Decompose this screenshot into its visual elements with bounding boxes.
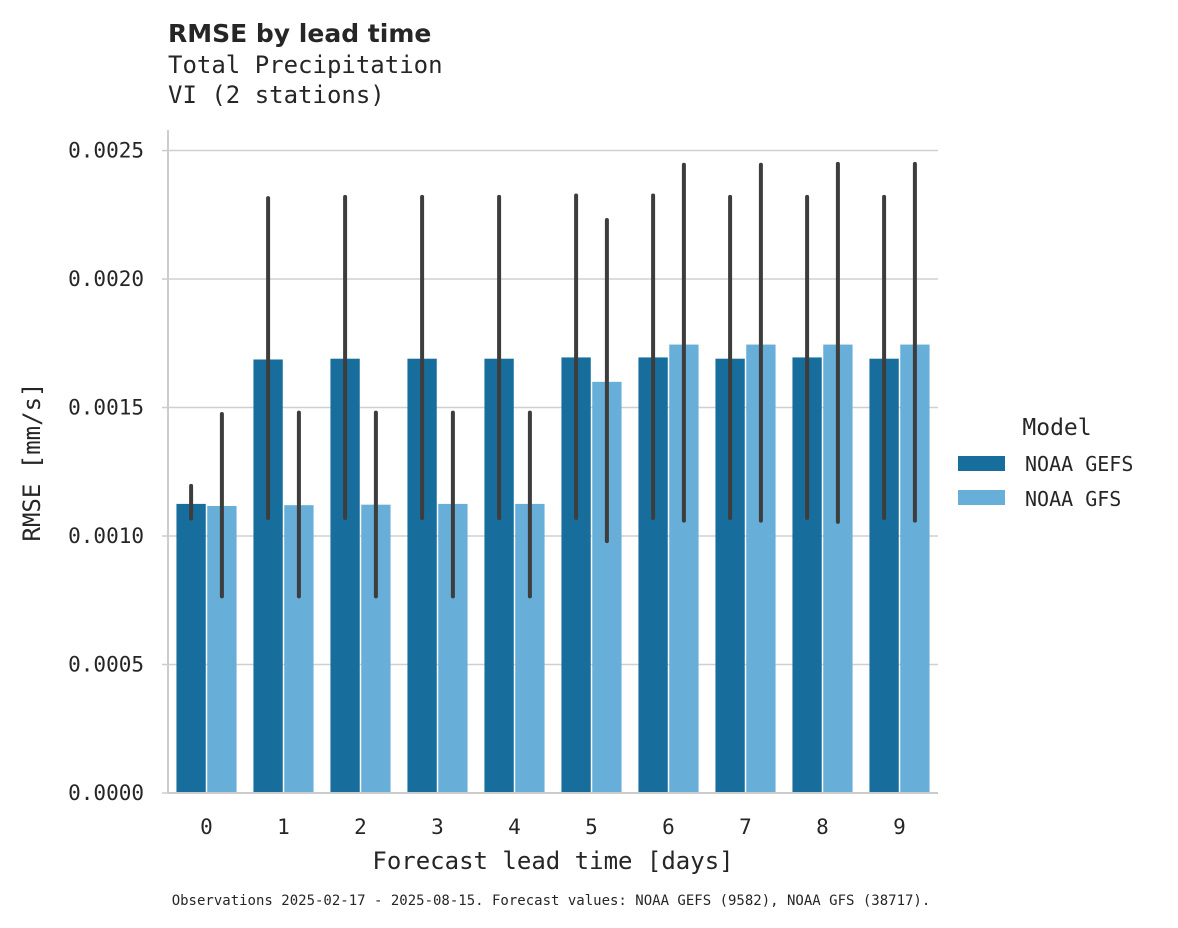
x-tick-label: 3: [431, 815, 444, 839]
y-axis-label: RMSE [mm/s]: [18, 383, 46, 542]
y-tick-labels: 0.0000 0.0005 0.0010 0.0015 0.0020 0.0025: [68, 139, 168, 805]
legend-swatch-noaa-gefs: [958, 456, 1005, 471]
legend: Model NOAA GEFS NOAA GFS: [958, 415, 1133, 511]
bars: [176, 344, 930, 793]
chart-subtitle-line-2: VI (2 stations): [168, 81, 385, 109]
x-tick-label: 8: [816, 815, 829, 839]
legend-swatch-noaa-gfs: [958, 490, 1005, 505]
y-tick-label: 0.0000: [68, 781, 144, 805]
y-tick-label: 0.0010: [68, 524, 144, 548]
x-tick-label: 0: [200, 815, 213, 839]
x-tick-label: 9: [893, 815, 906, 839]
y-gridlines: [168, 149, 938, 666]
x-axis-label: Forecast lead time [days]: [372, 847, 733, 875]
legend-label-noaa-gefs: NOAA GEFS: [1025, 452, 1133, 476]
y-tick-label: 0.0015: [68, 396, 144, 420]
chart-subtitle-line-1: Total Precipitation: [168, 51, 443, 79]
x-tick-label: 7: [739, 815, 752, 839]
error-bars: [189, 161, 917, 599]
legend-label-noaa-gfs: NOAA GFS: [1025, 487, 1121, 511]
y-tick-label: 0.0020: [68, 267, 144, 291]
x-tick-label: 5: [585, 815, 598, 839]
x-tick-labels: 0 1 2 3 4 5 6 7 8 9: [200, 815, 906, 839]
legend-title: Model: [1022, 415, 1091, 441]
x-tick-label: 6: [662, 815, 675, 839]
x-tick-label: 2: [354, 815, 367, 839]
chart-footnote: Observations 2025-02-17 - 2025-08-15. Fo…: [172, 893, 931, 909]
x-tick-label: 1: [277, 815, 290, 839]
chart-title: RMSE by lead time: [168, 19, 431, 48]
x-tick-label: 4: [508, 815, 521, 839]
y-tick-label: 0.0005: [68, 653, 144, 677]
y-tick-label: 0.0025: [68, 139, 144, 163]
bar-noaa-gefs-day-0: [176, 503, 206, 793]
